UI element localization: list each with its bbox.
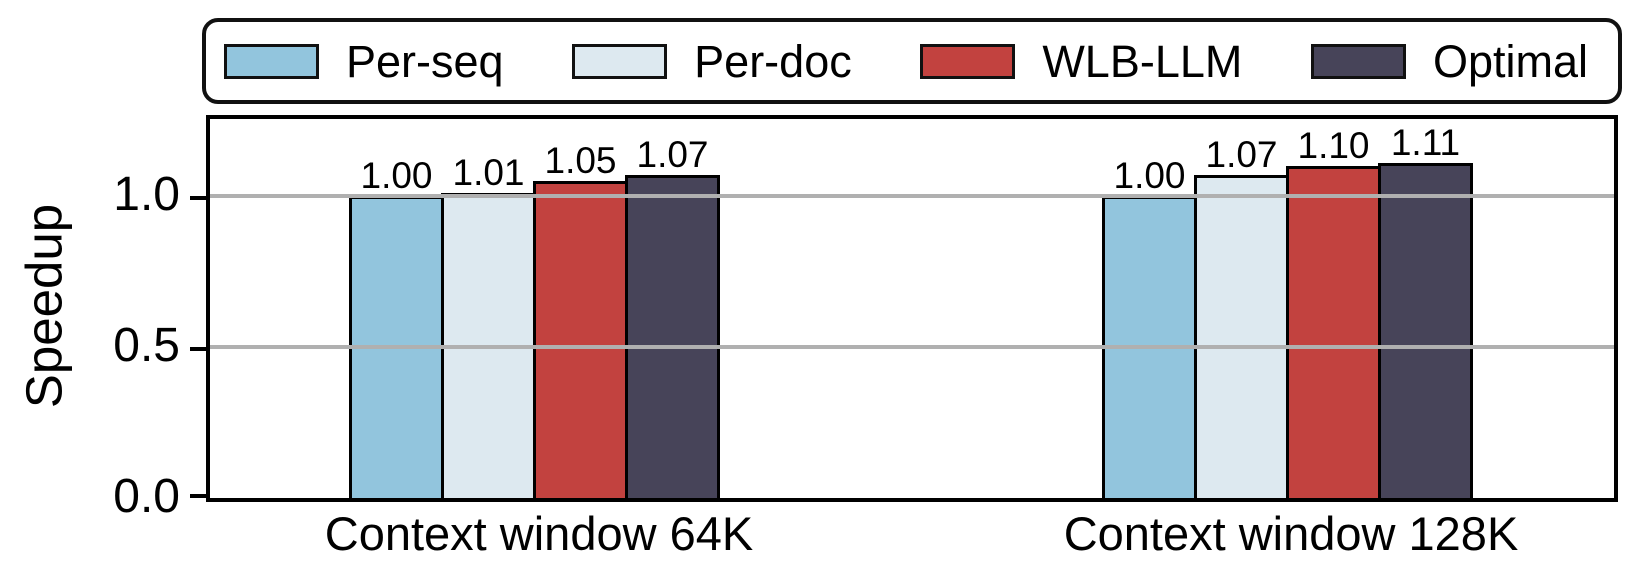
y-axis-title: Speedup (15, 203, 73, 409)
legend-label: Per-doc (694, 35, 852, 87)
legend-swatch-icon (224, 43, 319, 79)
bar-value-label: 1.07 (1205, 133, 1278, 175)
bar-optimal-128k: 1.11 (1378, 124, 1473, 498)
y-tick-label: 0.0 (113, 470, 180, 524)
legend-swatch-icon (1310, 43, 1406, 79)
bar-group-64k: 1.00 1.01 1.05 1.07 (349, 136, 720, 498)
x-tick-label: Context window 64K (324, 507, 754, 560)
bar-value-label: 1.07 (636, 133, 709, 175)
bar-wlb-llm-64k: 1.05 (533, 142, 628, 498)
y-tick-mark (190, 494, 206, 498)
y-tick-mark (190, 347, 206, 351)
legend-label: Per-seq (346, 35, 504, 87)
bar-value-label: 1.00 (1113, 155, 1186, 197)
legend-item-wlb-llm: WLB-LLM (920, 39, 1242, 84)
legend-item-optimal: Optimal (1310, 35, 1588, 87)
gridline-1.0 (210, 194, 1614, 198)
legend-label: WLB-LLM (1042, 35, 1243, 87)
bar-per-doc-128k: 1.07 (1194, 136, 1289, 498)
bar-value-label: 1.10 (1297, 124, 1370, 166)
x-tick-label: Context window 128K (1063, 507, 1519, 560)
bar-value-label: 1.11 (1390, 121, 1461, 163)
bar-value-label: 1.01 (452, 152, 525, 193)
y-tick-label: 0.5 (113, 319, 180, 373)
chart-legend: Per-seq Per-doc WLB-LLM Optimal (202, 18, 1622, 104)
y-tick-mark (190, 196, 206, 200)
bar-value-label: 1.00 (360, 155, 433, 197)
legend-item-per-doc: Per-doc (572, 39, 852, 84)
legend-item-per-seq: Per-seq (224, 39, 504, 84)
bar-group-128k: 1.00 1.07 1.10 1.11 (1102, 124, 1473, 498)
bar-wlb-llm-128k: 1.10 (1286, 127, 1381, 498)
legend-swatch-icon (572, 43, 668, 79)
legend-swatch-icon (920, 43, 1016, 79)
legend-label: Optimal (1432, 35, 1588, 87)
bar-optimal-64k: 1.07 (625, 136, 720, 498)
y-tick-label: 1.0 (113, 168, 180, 222)
bar-value-label: 1.05 (544, 139, 617, 181)
gridline-0.5 (210, 345, 1614, 349)
plot-area: 0.0 0.5 1.0 1.00 1.01 1.05 1.07 1.00 1.07 1.10 1.1… (113, 115, 1618, 521)
